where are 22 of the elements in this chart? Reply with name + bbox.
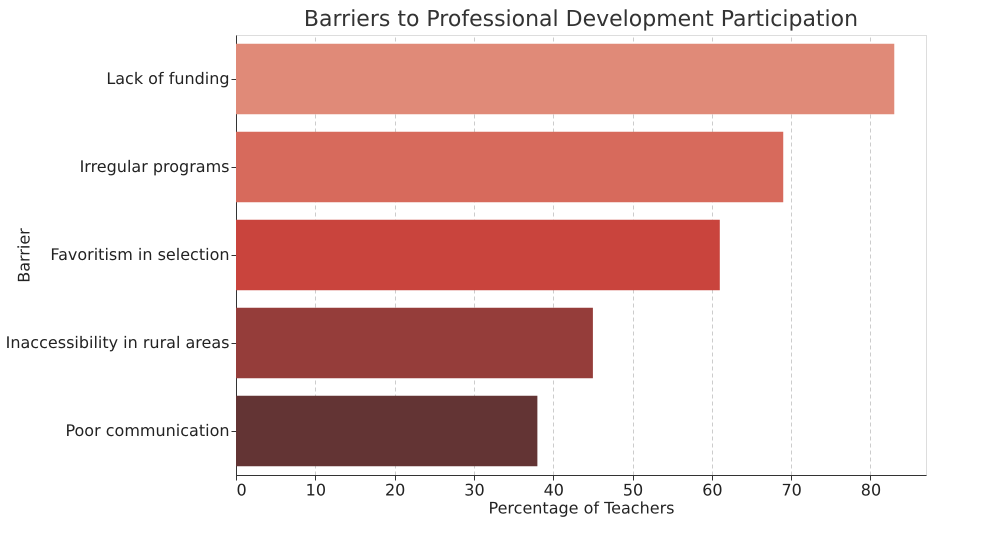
x-tick-label: 50 [622, 480, 644, 500]
x-tick-label: 70 [781, 480, 802, 500]
y-axis-title: Barrier [14, 228, 34, 283]
x-tick-label: 30 [464, 480, 485, 500]
x-tick-label: 40 [544, 480, 564, 500]
x-tick-label: 80 [860, 480, 882, 500]
y-tick-label: Inaccessibility in rural areas [6, 333, 230, 352]
y-tick-label: Poor communication [65, 421, 230, 440]
y-tick-label: Lack of funding [106, 69, 230, 88]
bar [236, 132, 784, 202]
bar [236, 308, 593, 378]
bar [236, 396, 538, 466]
chart-title: Barriers to Professional Development Participation [304, 7, 858, 32]
x-tick-label: 0 [236, 480, 247, 500]
x-tick-label: 20 [384, 480, 406, 500]
x-tick-label: 60 [702, 480, 723, 500]
x-tick-label: 10 [306, 480, 326, 500]
bar [236, 220, 720, 290]
y-tick-label: Irregular programs [80, 157, 230, 176]
bar [236, 44, 894, 114]
y-tick-label: Favoritism in selection [50, 245, 230, 264]
x-axis-title: Percentage of Teachers [488, 498, 674, 518]
